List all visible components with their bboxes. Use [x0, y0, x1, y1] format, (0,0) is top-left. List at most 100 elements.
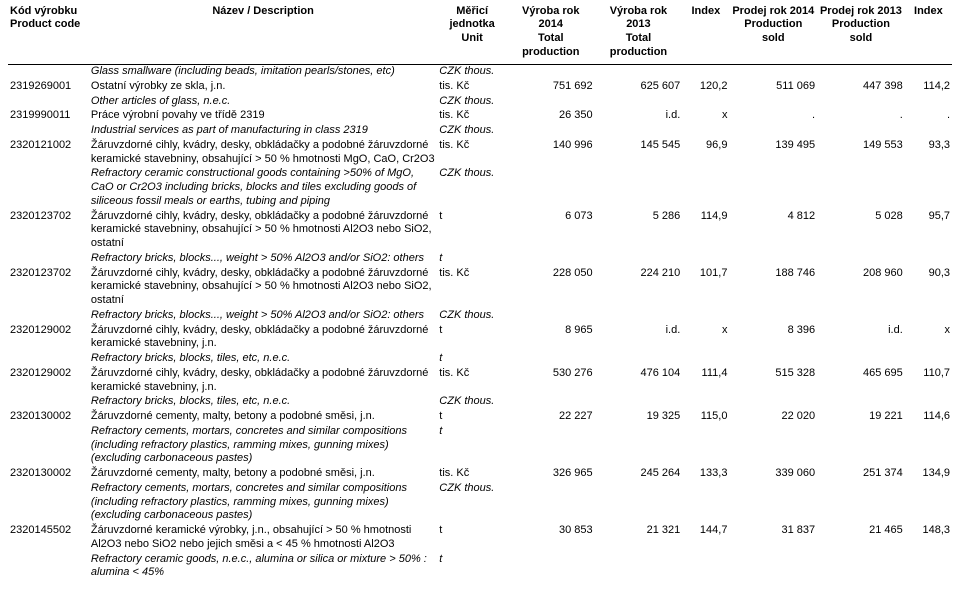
cell-p14 — [507, 64, 595, 79]
cell-code — [8, 395, 89, 410]
cell-s14: 22 020 — [729, 410, 817, 425]
cell-desc: Refractory cements, mortars, concretes a… — [89, 424, 437, 466]
cell-p13: 476 104 — [595, 366, 683, 395]
cell-s14: 139 495 — [729, 138, 817, 167]
cell-i2 — [905, 94, 952, 109]
cell-code — [8, 94, 89, 109]
cell-s13: 447 398 — [817, 79, 905, 94]
cell-desc: Žáruvzdorné cihly, kvádry, desky, obklád… — [89, 209, 437, 251]
cell-s13: 19 221 — [817, 410, 905, 425]
table-row: Refractory bricks, blocks, tiles, etc, n… — [8, 395, 952, 410]
cell-code: 2320123702 — [8, 266, 89, 308]
header-prod13: Výroba rok 2013 Total production — [595, 4, 683, 64]
header-sold14: Prodej rok 2014 Production sold — [729, 4, 817, 64]
cell-s14: . — [729, 109, 817, 124]
table-row: 2320123702Žáruvzdorné cihly, kvádry, des… — [8, 266, 952, 308]
cell-s14 — [729, 94, 817, 109]
table-row: Refractory bricks, blocks..., weight > 5… — [8, 308, 952, 323]
cell-code: 2320145502 — [8, 524, 89, 553]
table-row: Industrial services as part of manufactu… — [8, 124, 952, 139]
cell-s14: 188 746 — [729, 266, 817, 308]
cell-s14 — [729, 552, 817, 581]
table-body: Glass smallware (including beads, imitat… — [8, 64, 952, 581]
cell-i2: 114,6 — [905, 410, 952, 425]
cell-code — [8, 552, 89, 581]
cell-p14: 6 073 — [507, 209, 595, 251]
cell-s13 — [817, 552, 905, 581]
cell-s13 — [817, 167, 905, 209]
cell-i2 — [905, 424, 952, 466]
cell-code — [8, 481, 89, 523]
cell-s14 — [729, 481, 817, 523]
table-row: Other articles of glass, n.e.c.CZK thous… — [8, 94, 952, 109]
cell-i1: 101,7 — [682, 266, 729, 308]
cell-i2: 148,3 — [905, 524, 952, 553]
cell-p13 — [595, 94, 683, 109]
cell-desc: Žáruvzdorné keramické výrobky, j.n., obs… — [89, 524, 437, 553]
cell-unit: t — [437, 424, 507, 466]
cell-s14 — [729, 352, 817, 367]
cell-p13 — [595, 352, 683, 367]
table-row: 2320121002Žáruvzdorné cihly, kvádry, des… — [8, 138, 952, 167]
cell-s13 — [817, 352, 905, 367]
cell-unit: t — [437, 410, 507, 425]
cell-i1 — [682, 352, 729, 367]
cell-p13: 5 286 — [595, 209, 683, 251]
cell-i1 — [682, 395, 729, 410]
cell-p13 — [595, 424, 683, 466]
cell-s14: 339 060 — [729, 467, 817, 482]
cell-p13 — [595, 124, 683, 139]
cell-p13: 21 321 — [595, 524, 683, 553]
cell-unit: CZK thous. — [437, 481, 507, 523]
cell-s13 — [817, 64, 905, 79]
cell-code — [8, 308, 89, 323]
table-row: 2319990011Práce výrobní povahy ve třídě … — [8, 109, 952, 124]
cell-p14: 8 965 — [507, 323, 595, 352]
cell-unit: CZK thous. — [437, 308, 507, 323]
cell-desc: Refractory bricks, blocks..., weight > 5… — [89, 308, 437, 323]
cell-desc: Refractory bricks, blocks, tiles, etc, n… — [89, 395, 437, 410]
cell-s13: 21 465 — [817, 524, 905, 553]
cell-p13 — [595, 481, 683, 523]
cell-unit: CZK thous. — [437, 94, 507, 109]
cell-i1 — [682, 308, 729, 323]
cell-p13: 625 607 — [595, 79, 683, 94]
cell-code — [8, 251, 89, 266]
cell-s13: 251 374 — [817, 467, 905, 482]
cell-unit: tis. Kč — [437, 138, 507, 167]
cell-i2 — [905, 481, 952, 523]
cell-p14 — [507, 124, 595, 139]
cell-s13: 149 553 — [817, 138, 905, 167]
cell-unit: t — [437, 552, 507, 581]
cell-p13: i.d. — [595, 323, 683, 352]
cell-s14 — [729, 424, 817, 466]
cell-i2 — [905, 167, 952, 209]
cell-s13 — [817, 94, 905, 109]
cell-s14 — [729, 251, 817, 266]
cell-code: 2320130002 — [8, 467, 89, 482]
cell-p14: 140 996 — [507, 138, 595, 167]
cell-i1 — [682, 94, 729, 109]
cell-i1: 144,7 — [682, 524, 729, 553]
header-desc: Název / Description — [89, 4, 437, 64]
cell-p14: 30 853 — [507, 524, 595, 553]
table-row: Refractory ceramic goods, n.e.c., alumin… — [8, 552, 952, 581]
cell-code: 2319990011 — [8, 109, 89, 124]
table-row: 2320129002Žáruvzdorné cihly, kvádry, des… — [8, 323, 952, 352]
cell-p14: 751 692 — [507, 79, 595, 94]
cell-s13 — [817, 124, 905, 139]
cell-p13 — [595, 251, 683, 266]
cell-i2: . — [905, 109, 952, 124]
cell-desc: Žáruvzdorné cihly, kvádry, desky, obklád… — [89, 138, 437, 167]
production-table: Kód výrobku Product code Název / Descrip… — [8, 4, 952, 581]
cell-i1: 111,4 — [682, 366, 729, 395]
cell-unit: CZK thous. — [437, 395, 507, 410]
cell-i2: 114,2 — [905, 79, 952, 94]
table-row: Glass smallware (including beads, imitat… — [8, 64, 952, 79]
cell-i2 — [905, 64, 952, 79]
cell-s13: 465 695 — [817, 366, 905, 395]
cell-desc: Refractory bricks, blocks, tiles, etc, n… — [89, 352, 437, 367]
table-row: 2320129002Žáruvzdorné cihly, kvádry, des… — [8, 366, 952, 395]
cell-i2 — [905, 124, 952, 139]
cell-i2: 134,9 — [905, 467, 952, 482]
